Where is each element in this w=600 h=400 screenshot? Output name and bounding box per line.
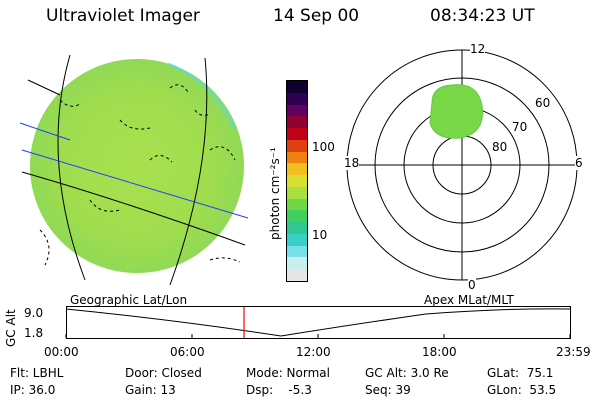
- info-mode: Mode: Normal: [246, 366, 330, 380]
- date-label: 14 Sep 00: [273, 6, 360, 26]
- info-door: Door: Closed: [125, 366, 202, 380]
- colorbar-segment: [287, 245, 307, 258]
- ring-label-70: 70: [512, 120, 528, 134]
- polar-label-top: 12: [470, 42, 486, 56]
- parallel-line: [21, 171, 246, 246]
- timeline-ytick-top: 9.0: [24, 306, 44, 320]
- polar-plot: [346, 49, 578, 281]
- colorbar-segment: [287, 233, 307, 246]
- earth-disk-image: [19, 54, 249, 286]
- info-seq: Seq: 39: [365, 383, 411, 397]
- info-glat: GLat: 75.1: [487, 366, 554, 380]
- colorbar-segment: [287, 222, 307, 234]
- colorbar-segment: [287, 80, 307, 93]
- info-ip: IP: 36.0: [10, 383, 56, 397]
- polar-label-left: 18: [344, 156, 360, 170]
- colorbar-segment: [287, 128, 307, 140]
- colorbar-segment: [287, 186, 307, 199]
- altitude-curve: [65, 308, 572, 337]
- colorbar-segment: [287, 151, 307, 164]
- timeline-left-title: Geographic Lat/Lon: [70, 293, 188, 307]
- colorbar-segment: [287, 198, 307, 211]
- blue-line: [19, 122, 71, 141]
- colorbar-segment: [287, 139, 307, 152]
- timeline-xtick-1: 06:00: [170, 345, 205, 359]
- timeline-xtick-0: 00:00: [44, 345, 79, 359]
- altitude-timeline: [65, 306, 572, 339]
- blue-line: [21, 149, 249, 219]
- polar-label-right: 6: [575, 156, 583, 170]
- ring-label-80: 80: [492, 140, 508, 154]
- time-label: 08:34:23 UT: [430, 6, 535, 26]
- colorbar-segment: [287, 269, 307, 281]
- ring-label-60: 60: [535, 96, 551, 110]
- info-dsp: Dsp: -5.3: [246, 383, 312, 397]
- timeline-xtick-4: 23:59: [556, 345, 591, 359]
- timeline-xtick-2: 12:00: [296, 345, 331, 359]
- timeline-ytick-bottom: 1.8: [24, 326, 44, 340]
- info-gain: Gain: 13: [125, 383, 176, 397]
- colorbar-segment: [287, 210, 307, 223]
- colorbar-segment: [287, 104, 307, 117]
- auroral-blob: [429, 84, 484, 139]
- colorbar-segment: [287, 257, 307, 270]
- info-gc-alt: GC Alt: 3.0 Re: [365, 366, 449, 380]
- timeline-axis-label: GC Alt: [4, 309, 18, 347]
- meridian-line: [27, 79, 61, 96]
- meridian-line: [169, 57, 208, 286]
- colorbar-segment: [287, 163, 307, 176]
- timeline-xtick-3: 18:00: [422, 345, 457, 359]
- colorbar-tick-100: 100: [312, 140, 335, 154]
- coastlines: [39, 84, 241, 266]
- colorbar-segment: [287, 92, 307, 105]
- colorbar: [286, 80, 308, 282]
- info-filter: Flt: LBHL: [10, 366, 64, 380]
- meridian-line: [57, 54, 86, 281]
- info-glon: GLon: 53.5: [487, 383, 557, 397]
- polar-label-bottom: 0: [468, 278, 476, 292]
- timeline-right-title: Apex MLat/MLT: [424, 293, 514, 307]
- instrument-title: Ultraviolet Imager: [46, 6, 200, 26]
- colorbar-label: photon cm⁻²s⁻¹: [268, 147, 282, 240]
- colorbar-segment: [287, 116, 307, 129]
- colorbar-tick-10: 10: [312, 228, 328, 242]
- colorbar-segment: [287, 175, 307, 187]
